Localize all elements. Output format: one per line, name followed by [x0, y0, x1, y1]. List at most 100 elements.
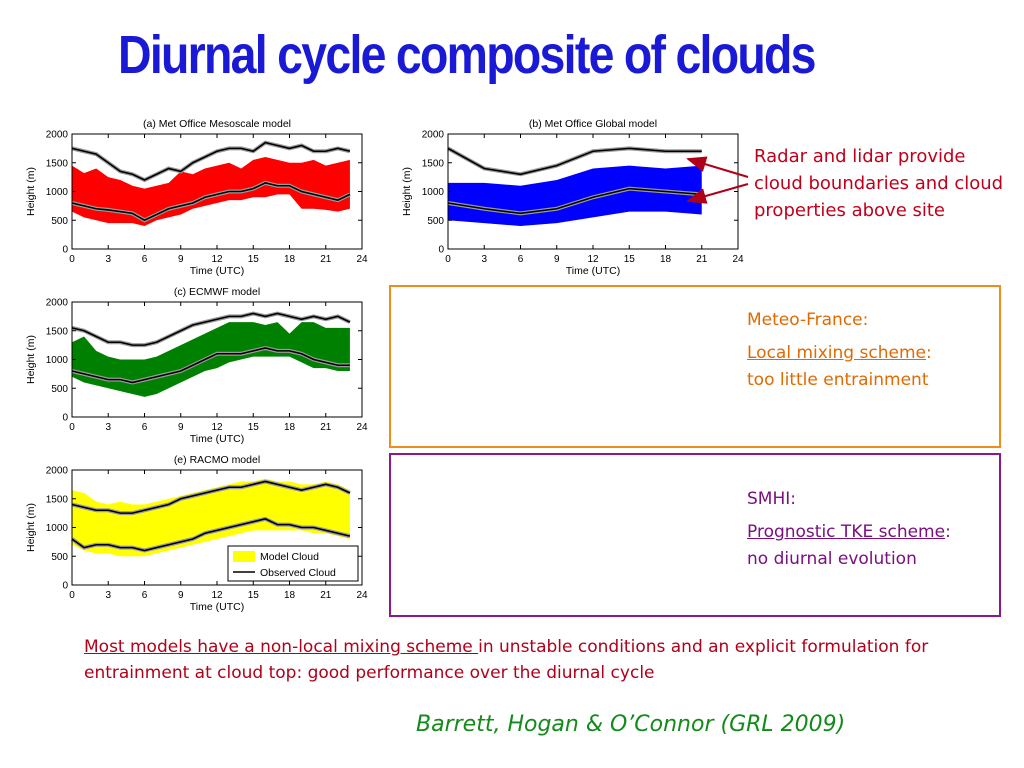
y-tick-label: 0 [62, 581, 68, 592]
model-cloud-area [448, 165, 702, 226]
meteo-france-scheme-line: Local mixing scheme: [747, 340, 997, 367]
x-tick-label: 18 [284, 422, 296, 433]
meteo-france-result: too little entrainment [747, 370, 929, 390]
x-axis-label: Time (UTC) [566, 265, 620, 277]
x-tick-label: 15 [248, 422, 260, 433]
model-cloud-area [72, 157, 350, 226]
chart-title: (b) Met Office Global model [529, 118, 657, 130]
conclusion-underlined: Most models have a non-local mixing sche… [84, 637, 479, 657]
smhi-result: no diurnal evolution [747, 549, 917, 569]
y-tick-label: 2000 [422, 130, 445, 141]
x-tick-label: 18 [284, 254, 296, 265]
smhi-scheme: Prognostic TKE scheme [747, 522, 946, 542]
x-tick-label: 18 [660, 254, 672, 265]
x-tick-label: 9 [554, 254, 560, 265]
x-tick-label: 24 [732, 254, 744, 265]
model-cloud-area [72, 322, 350, 397]
x-tick-label: 24 [356, 422, 368, 433]
y-tick-label: 2000 [46, 298, 69, 309]
radar-lidar-annotation: Radar and lidar provide cloud boundaries… [754, 146, 1004, 221]
y-tick-label: 1000 [46, 523, 69, 534]
x-tick-label: 15 [248, 254, 260, 265]
y-tick-label: 0 [438, 245, 444, 256]
chart-a-svg: (a) Met Office Mesoscale model 0 3 6 9 12 15 18… [25, 118, 368, 277]
x-tick-label: 6 [142, 422, 148, 433]
conclusion-text: Most models have a non-local mixing sche… [84, 634, 984, 686]
y-tick-label: 500 [51, 384, 68, 395]
chart-title: (c) ECMWF model [174, 286, 260, 298]
x-tick-label: 0 [69, 590, 75, 601]
slide-title: Diurnal cycle composite of clouds [118, 25, 817, 85]
legend-model-label: Model Cloud [260, 551, 319, 563]
meteo-france-text: Meteo-France: Local mixing scheme: too l… [747, 307, 997, 394]
x-tick-label: 21 [320, 422, 332, 433]
y-axis-label: Height (m) [401, 167, 413, 216]
observed-top-line [447, 147, 702, 176]
x-tick-label: 6 [142, 590, 148, 601]
smhi-text: SMHI: Prognostic TKE scheme: no diurnal … [747, 486, 1017, 573]
legend-model-swatch [233, 551, 255, 562]
observed-top-line [71, 480, 351, 514]
x-tick-label: 3 [105, 590, 111, 601]
x-tick-label: 18 [284, 590, 296, 601]
x-tick-label: 9 [178, 422, 184, 433]
x-tick-label: 15 [248, 590, 260, 601]
chart-panel-c: (c) ECMWF model 0 3 6 9 12 15 18 21 24 0 500 1000 150… [20, 282, 370, 454]
observed-top-line [71, 141, 351, 181]
x-axis-label: Time (UTC) [190, 601, 244, 613]
smhi-colon: : [945, 522, 951, 542]
x-axis-label: Time (UTC) [190, 265, 244, 277]
y-tick-label: 2000 [46, 466, 69, 477]
x-tick-label: 21 [320, 590, 332, 601]
x-tick-label: 12 [211, 254, 223, 265]
y-tick-label: 1500 [422, 158, 445, 169]
meteo-france-colon: : [925, 343, 932, 363]
conclusion-rest: in unstable conditions and an explicit f… [84, 637, 929, 683]
y-tick-label: 0 [62, 245, 68, 256]
x-tick-label: 12 [587, 254, 599, 265]
smhi-name: SMHI: [747, 489, 796, 509]
citation: Barrett, Hogan & O’Connor (GRL 2009) [416, 712, 846, 737]
x-tick-label: 15 [624, 254, 636, 265]
smhi-box [389, 453, 1001, 617]
chart-b-svg: (b) Met Office Global model 0 3 6 9 12 15 18 21 2… [401, 118, 744, 277]
y-tick-label: 1000 [46, 355, 69, 366]
y-tick-label: 500 [427, 216, 444, 227]
y-tick-label: 1500 [46, 158, 69, 169]
x-tick-label: 12 [211, 422, 223, 433]
x-tick-label: 21 [320, 254, 332, 265]
y-tick-label: 0 [62, 413, 68, 424]
y-axis-label: Height (m) [25, 503, 37, 552]
meteo-france-scheme: Local mixing scheme [747, 343, 926, 363]
observed-base-line [71, 518, 351, 552]
y-tick-label: 1000 [422, 187, 445, 198]
meteo-france-box [389, 285, 1001, 448]
x-tick-label: 21 [696, 254, 708, 265]
model-cloud-area [72, 478, 350, 557]
observed-base-line [71, 347, 350, 384]
x-tick-label: 24 [356, 254, 368, 265]
y-axis-label: Height (m) [25, 167, 37, 216]
y-tick-label: 500 [51, 216, 68, 227]
chart-title: (e) RACMO model [174, 454, 260, 466]
x-tick-label: 3 [481, 254, 487, 265]
x-tick-label: 24 [356, 590, 368, 601]
chart-title: (a) Met Office Mesoscale model [143, 118, 291, 130]
x-tick-label: 3 [105, 422, 111, 433]
chart-c-svg: (c) ECMWF model 0 3 6 9 12 15 18 21 24 0 500 1000 150… [25, 286, 368, 445]
x-tick-label: 0 [69, 422, 75, 433]
x-tick-label: 3 [105, 254, 111, 265]
x-axis-label: Time (UTC) [190, 433, 244, 445]
x-tick-label: 0 [69, 254, 75, 265]
chart-e-svg: (e) RACMO model 0 3 6 9 12 15 18 21 24 0 500 1000 150… [25, 454, 368, 613]
y-tick-label: 500 [51, 552, 68, 563]
x-tick-label: 12 [211, 590, 223, 601]
x-tick-label: 9 [178, 590, 184, 601]
chart-panel-e: (e) RACMO model 0 3 6 9 12 15 18 21 24 0 500 1000 150… [20, 450, 370, 622]
x-tick-label: 6 [518, 254, 524, 265]
observed-top-line [71, 312, 351, 346]
y-tick-label: 1000 [46, 187, 69, 198]
chart-panel-b: (b) Met Office Global model 0 3 6 9 12 15 18 21 2… [396, 114, 746, 286]
observed-base-line [71, 182, 351, 222]
x-tick-label: 6 [142, 254, 148, 265]
